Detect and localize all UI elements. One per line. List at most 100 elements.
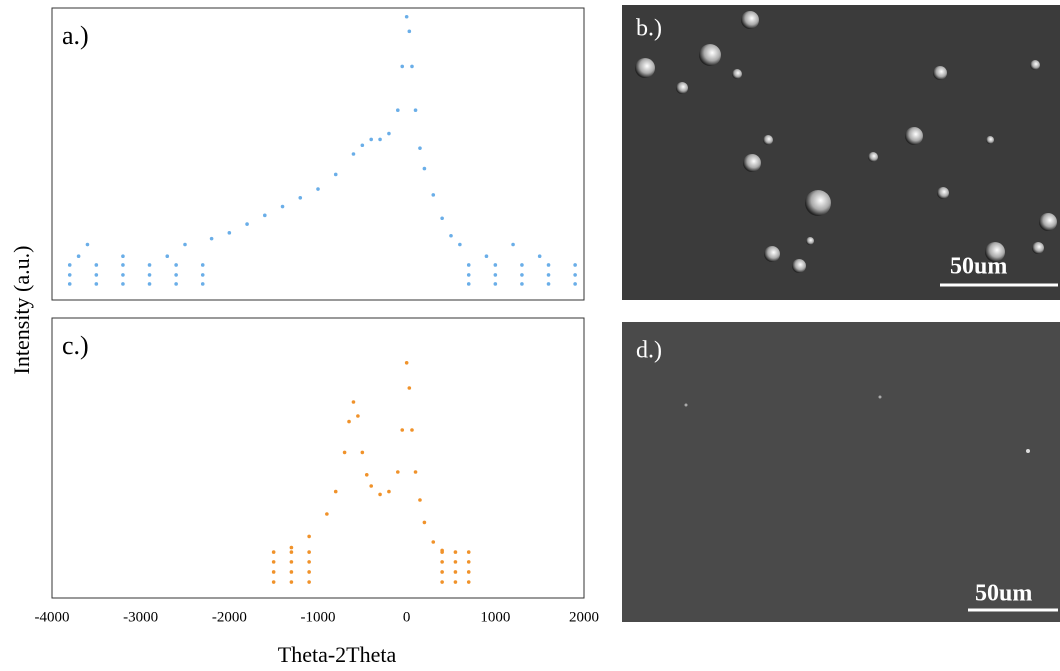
data-point <box>333 489 338 494</box>
data-point <box>307 570 311 574</box>
data-point <box>271 570 276 574</box>
data-point <box>280 204 285 209</box>
x-tick-label: -3000 <box>123 609 158 625</box>
panel-label: a.) <box>62 21 89 50</box>
y-axis-label: Intensity (a.u.) <box>9 246 34 375</box>
data-point <box>360 450 365 455</box>
data-point <box>200 282 205 286</box>
data-point <box>453 560 458 564</box>
data-point <box>289 560 294 564</box>
data-point <box>307 534 311 539</box>
panel-label: c.) <box>62 331 89 360</box>
data-point <box>440 216 444 221</box>
data-point <box>369 484 374 488</box>
data-point <box>378 137 382 142</box>
data-point <box>67 282 72 286</box>
data-point <box>121 282 125 286</box>
plot-frame <box>51 317 585 599</box>
data-point <box>271 560 276 564</box>
data-point <box>400 64 405 69</box>
data-point <box>453 570 458 574</box>
data-point <box>573 282 577 286</box>
data-point <box>289 550 294 554</box>
data-point <box>466 560 471 564</box>
data-point <box>387 489 391 494</box>
data-point <box>520 273 524 277</box>
scale-bar-label: 50um <box>975 581 1032 607</box>
data-point <box>227 231 232 235</box>
data-point <box>511 242 515 247</box>
data-point <box>431 540 436 544</box>
data-point <box>410 64 414 69</box>
data-point <box>520 282 524 286</box>
data-point <box>466 273 471 277</box>
data-point <box>347 419 351 424</box>
data-point <box>121 263 125 267</box>
scale-bar-label: 50um <box>950 254 1007 280</box>
data-point <box>413 108 418 112</box>
data-point <box>307 580 311 584</box>
data-point <box>493 273 498 277</box>
data-point <box>200 263 205 267</box>
data-point <box>174 263 178 267</box>
data-point <box>404 361 409 365</box>
data-point <box>351 152 356 156</box>
data-point <box>537 254 542 258</box>
data-point <box>418 146 422 150</box>
data-point <box>121 273 125 277</box>
data-point <box>364 473 369 477</box>
data-point <box>400 428 405 432</box>
data-point <box>449 233 453 238</box>
data-point <box>387 131 391 136</box>
sem-image: b.) 50um <box>622 5 1060 300</box>
data-point <box>431 193 436 197</box>
data-point <box>440 580 444 584</box>
data-point <box>356 414 360 418</box>
data-point <box>396 108 400 112</box>
x-axis-label: Theta-2Theta <box>278 642 397 667</box>
particle <box>1026 449 1030 453</box>
particle <box>878 395 882 399</box>
data-point <box>378 492 382 497</box>
panel-label: b.) <box>636 16 662 42</box>
x-tick-label: 2000 <box>569 609 599 625</box>
data-point <box>407 386 412 390</box>
data-point <box>325 512 329 516</box>
data-point <box>94 282 99 286</box>
x-tick-label: -1000 <box>301 609 336 625</box>
data-point <box>407 29 412 34</box>
data-point <box>396 470 400 474</box>
data-point <box>316 187 320 191</box>
data-point <box>440 560 444 564</box>
data-point <box>351 400 356 404</box>
data-point <box>404 14 409 19</box>
data-point <box>440 570 444 574</box>
data-point <box>289 545 294 550</box>
data-point <box>520 263 524 267</box>
data-point <box>466 570 471 574</box>
particles <box>635 11 1057 273</box>
data-point <box>342 450 347 455</box>
data-point <box>466 550 471 554</box>
data-point <box>76 254 81 258</box>
data-point <box>67 273 72 277</box>
data-point <box>147 263 152 267</box>
data-point <box>174 282 178 286</box>
data-point <box>453 580 458 584</box>
data-point <box>174 273 178 277</box>
data-point <box>413 470 418 474</box>
data-point <box>422 166 427 171</box>
data-point <box>453 550 458 554</box>
data-point <box>94 273 99 277</box>
data-point <box>271 580 276 584</box>
data-point <box>165 254 170 258</box>
data-point <box>200 273 205 277</box>
x-tick-label: -2000 <box>212 609 247 625</box>
data-point <box>307 560 311 564</box>
data-point <box>121 254 125 258</box>
data-point <box>289 570 294 574</box>
data-point <box>546 282 551 286</box>
data-point <box>466 282 471 286</box>
